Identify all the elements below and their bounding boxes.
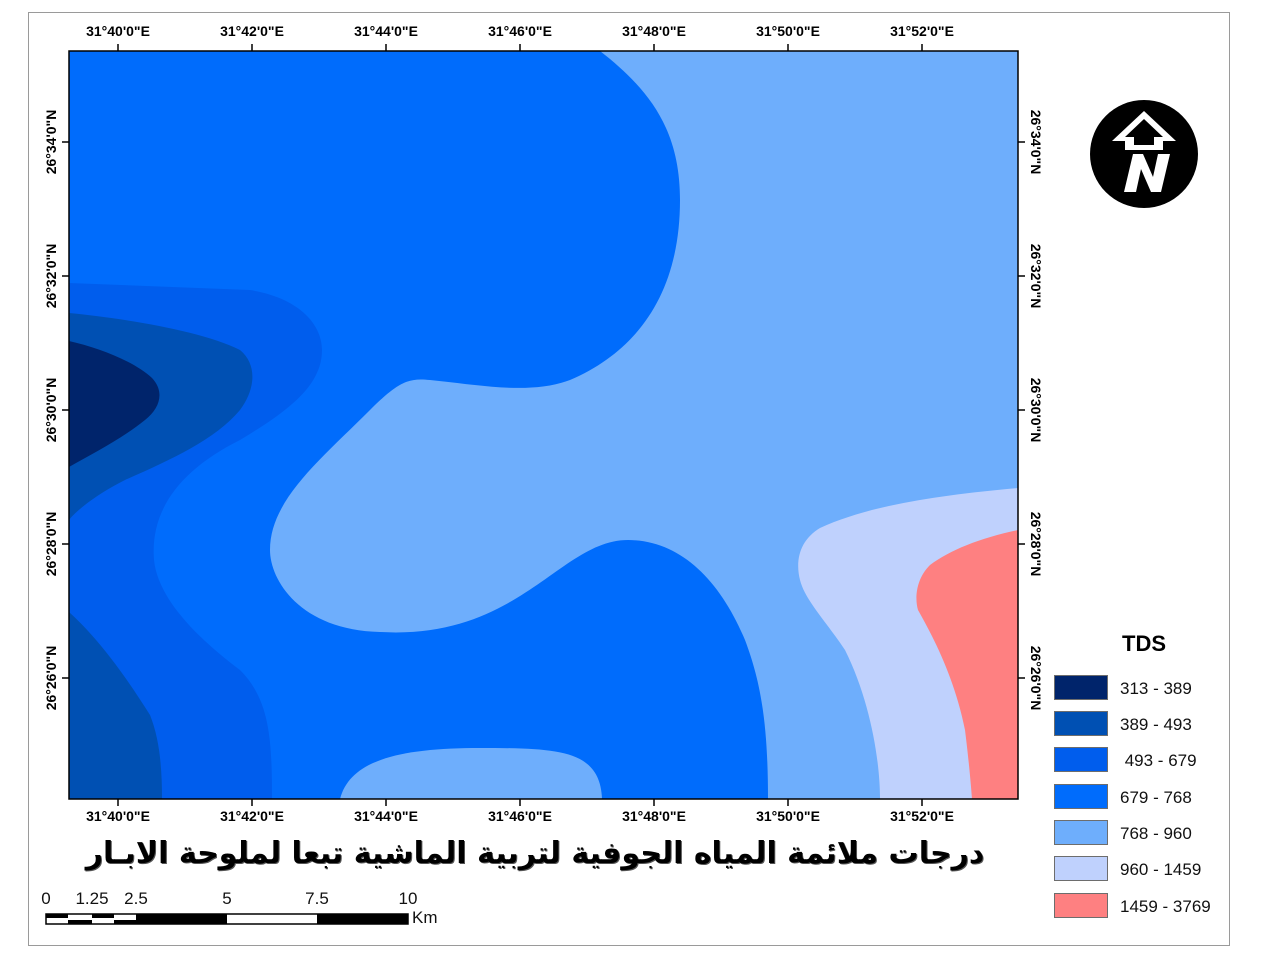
zone-313-389 — [69, 341, 160, 467]
latitude-label-left-3: 26°30'0"N — [43, 377, 59, 443]
legend-item: 679 - 768 — [1054, 784, 1229, 811]
longitude-label-top-6: 31°50'0"E — [756, 23, 820, 39]
legend-item: 493 - 679 — [1054, 747, 1229, 774]
latitude-label-right-4: 26°28'0"N — [1028, 511, 1044, 577]
legend-swatch — [1054, 711, 1108, 736]
zone-1459-3769 — [916, 530, 1018, 799]
longitude-label-bottom-7: 31°52'0"E — [890, 808, 954, 824]
longitude-label-bottom-3: 31°44'0"E — [354, 808, 418, 824]
longitude-label-bottom-4: 31°46'0"E — [488, 808, 552, 824]
legend-swatch — [1054, 856, 1108, 881]
longitude-label-bottom-1: 31°40'0"E — [86, 808, 150, 824]
scale-bar — [45, 913, 409, 925]
tds-zones — [69, 51, 1018, 799]
legend-label: 313 - 389 — [1120, 679, 1192, 698]
latitude-label-right-1: 26°34'0"N — [1028, 109, 1044, 175]
scale-label: 7.5 — [305, 889, 329, 908]
scale-label: 10 — [398, 889, 418, 908]
legend-label: 679 - 768 — [1120, 788, 1192, 807]
zone-389-493-south — [69, 612, 162, 799]
legend-label: 768 - 960 — [1120, 824, 1192, 843]
latitude-label-right-2: 26°32'0"N — [1028, 243, 1044, 309]
legend-item: 768 - 960 — [1054, 820, 1229, 847]
scale-label: 0 — [41, 889, 51, 908]
legend-item: 389 - 493 — [1054, 711, 1229, 738]
legend-swatch — [1054, 675, 1108, 700]
legend-swatch — [1054, 820, 1108, 845]
longitude-label-top-1: 31°40'0"E — [86, 23, 150, 39]
legend-label: 960 - 1459 — [1120, 860, 1202, 879]
legend-item: 960 - 1459 — [1054, 856, 1229, 883]
latitude-label-left-2: 26°32'0"N — [43, 243, 59, 309]
map-frame — [28, 12, 1230, 946]
longitude-label-top-4: 31°46'0"E — [488, 23, 552, 39]
legend-title: TDS — [1122, 631, 1166, 656]
graticule-ticks — [62, 44, 1025, 806]
legend-swatch — [1054, 893, 1108, 918]
longitude-label-top-3: 31°44'0"E — [354, 23, 418, 39]
scale-label: 2.5 — [124, 889, 148, 908]
zone-768-960-south — [340, 748, 602, 799]
latitude-label-left-5: 26°26'0"N — [43, 645, 59, 711]
latitude-label-left-1: 26°34'0"N — [43, 109, 59, 175]
legend-swatch — [1054, 784, 1108, 809]
north-arrow-icon — [1090, 100, 1198, 208]
latitude-label-left-4: 26°28'0"N — [43, 511, 59, 577]
longitude-label-top-2: 31°42'0"E — [220, 23, 284, 39]
map-border — [68, 50, 1019, 800]
legend-label: 1459 - 3769 — [1120, 897, 1211, 916]
legend-item: 1459 - 3769 — [1054, 893, 1229, 920]
scale-label: 1.25 — [75, 889, 109, 908]
longitude-label-bottom-5: 31°48'0"E — [622, 808, 686, 824]
latitude-label-right-5: 26°26'0"N — [1028, 645, 1044, 711]
scale-label: 5 — [222, 889, 232, 908]
longitude-label-top-7: 31°52'0"E — [890, 23, 954, 39]
longitude-label-bottom-6: 31°50'0"E — [756, 808, 820, 824]
legend-swatch — [1054, 747, 1108, 772]
scale-unit: Km — [412, 908, 438, 927]
latitude-label-right-3: 26°30'0"N — [1028, 377, 1044, 443]
legend-item: 313 - 389 — [1054, 675, 1229, 702]
longitude-label-top-5: 31°48'0"E — [622, 23, 686, 39]
legend-label: 389 - 493 — [1120, 715, 1192, 734]
map-title: درجات ملائمة المياه الجوفية لتربية الماش… — [85, 836, 985, 871]
longitude-label-bottom-2: 31°42'0"E — [220, 808, 284, 824]
legend-label: 493 - 679 — [1120, 751, 1197, 770]
